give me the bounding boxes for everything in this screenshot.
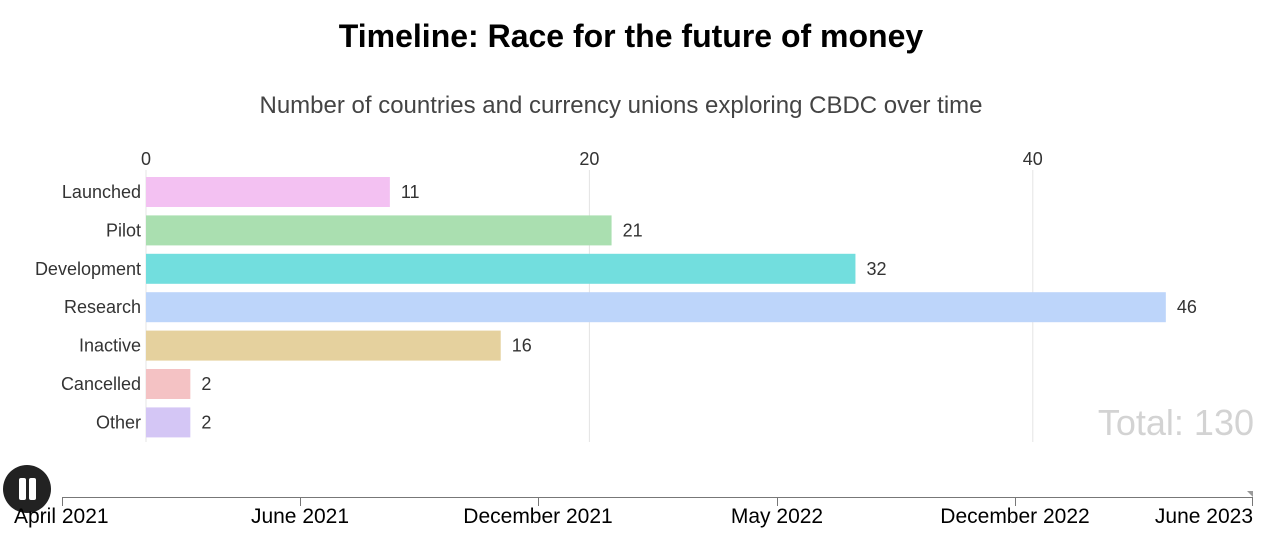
timeline-tick-label: April 2021 <box>14 505 109 528</box>
bar <box>146 330 501 361</box>
chart-title: Timeline: Race for the future of money <box>338 18 924 54</box>
total-value: 130 <box>1193 402 1254 443</box>
timeline-tick-label: December 2022 <box>940 505 1090 528</box>
x-tick-label: 20 <box>579 149 599 169</box>
data-label: 21 <box>623 220 643 240</box>
total-readout: Total: 130 <box>1098 402 1254 444</box>
bar <box>146 177 390 207</box>
bar <box>146 407 191 438</box>
data-label: 11 <box>401 182 420 202</box>
category-label: Development <box>35 259 141 279</box>
category-label: Research <box>64 297 141 317</box>
timeline-handle[interactable] <box>1247 491 1253 497</box>
timeline-tick-mark <box>538 497 539 506</box>
category-label: Pilot <box>106 220 141 240</box>
timeline-slider[interactable] <box>62 497 1252 498</box>
timeline-tick-mark <box>1252 497 1253 506</box>
data-label: 16 <box>512 336 532 356</box>
category-label: Other <box>96 412 141 432</box>
bar <box>146 292 1166 323</box>
timeline-tick-mark <box>1015 497 1016 506</box>
pause-button[interactable] <box>3 465 51 513</box>
bar <box>146 215 612 246</box>
category-label: Launched <box>62 182 141 202</box>
bar <box>146 253 856 284</box>
x-tick-label: 0 <box>141 149 151 169</box>
data-label: 32 <box>866 259 886 279</box>
bar <box>146 369 191 399</box>
category-label: Inactive <box>79 336 141 356</box>
chart-subtitle: Number of countries and currency unions … <box>259 92 983 119</box>
timeline-tick-mark <box>777 497 778 506</box>
timeline-tick-label: June 2021 <box>250 505 350 528</box>
data-label: 46 <box>1177 297 1197 317</box>
data-label: 2 <box>201 412 211 432</box>
data-label: 2 <box>201 374 211 394</box>
timeline-tick-label: December 2021 <box>463 505 613 528</box>
pause-icon-bar <box>29 478 36 500</box>
x-tick-label: 40 <box>1023 149 1043 169</box>
pause-icon <box>19 478 26 500</box>
category-label: Cancelled <box>61 374 141 394</box>
timeline-tick-label: June 2023 <box>1154 505 1253 528</box>
timeline-tick-mark <box>62 497 63 506</box>
total-label: Total: <box>1097 402 1184 443</box>
timeline-tick-label: May 2022 <box>730 505 824 528</box>
timeline-tick-mark <box>300 497 301 506</box>
